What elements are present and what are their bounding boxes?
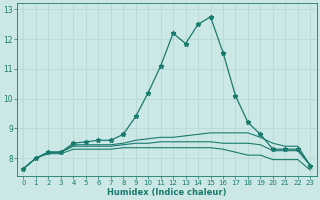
X-axis label: Humidex (Indice chaleur): Humidex (Indice chaleur) bbox=[107, 188, 227, 197]
